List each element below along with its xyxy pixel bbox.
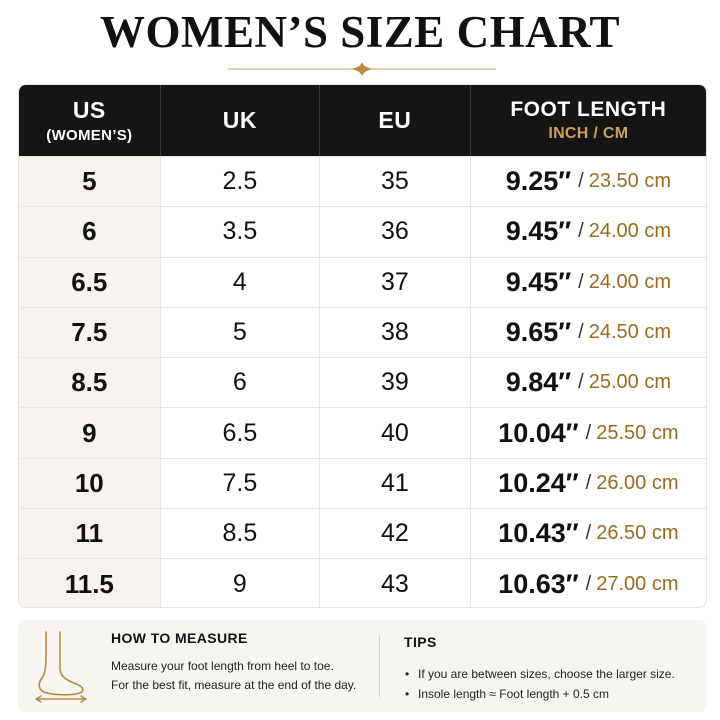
header-uk: UK [161, 85, 321, 156]
table-row: 11.5 9 43 10.63″ /27.00 cm [19, 558, 706, 607]
size-table: US (WOMEN’S) UK EU FOOT LENGTH INCH / CM… [18, 84, 707, 608]
cell-us: 8.5 [19, 358, 161, 408]
tips-list: If you are between sizes, choose the lar… [404, 664, 694, 704]
length-cm: 25.00 cm [588, 371, 671, 394]
ornament-divider-icon [228, 62, 496, 76]
length-separator: / [578, 270, 584, 293]
length-cm: 24.00 cm [588, 220, 671, 243]
cell-eu: 42 [320, 509, 471, 559]
cell-foot-length: 9.65″ /24.50 cm [471, 308, 706, 357]
cell-us: 7.5 [19, 307, 161, 358]
cell-foot-length: 9.84″ /25.00 cm [471, 358, 706, 407]
length-inch: 9.45″ [505, 216, 572, 247]
cell-us: 11 [19, 509, 161, 559]
tips-title: TIPS [404, 634, 437, 650]
cell-foot-length: 10.63″ /27.00 cm [471, 559, 706, 607]
length-separator: / [585, 421, 592, 444]
table-row: 10 7.5 41 10.24″ /26.00 cm [19, 457, 706, 509]
cell-uk: 6.5 [161, 408, 321, 458]
info-divider [379, 635, 380, 697]
cell-eu: 40 [320, 408, 471, 458]
length-inch: 10.63″ [498, 568, 579, 599]
table-row: 6 3.5 36 9.45″ /24.00 cm [19, 206, 706, 257]
length-cm: 26.00 cm [596, 471, 679, 494]
length-inch: 10.04″ [498, 417, 579, 448]
tip-item: Insole length ≈ Foot length + 0.5 cm [404, 684, 694, 704]
length-inch: 9.25″ [505, 166, 572, 197]
tips-section: TIPS If you are between sizes, choose th… [404, 634, 694, 704]
length-separator: / [578, 321, 584, 344]
length-inch: 10.43″ [498, 518, 579, 549]
length-cm: 24.00 cm [588, 270, 671, 293]
cell-us: 6 [19, 207, 161, 257]
header-foot-length: FOOT LENGTH INCH / CM [510, 98, 667, 142]
table-header: US (WOMEN’S) UK EU FOOT LENGTH INCH / CM [19, 85, 706, 156]
length-inch: 9.65″ [505, 317, 572, 348]
table-row: 11 8.5 42 10.43″ /26.50 cm [19, 508, 706, 559]
table-row: 7.5 5 38 9.65″ /24.50 cm [19, 306, 706, 358]
cell-us: 9 [19, 408, 161, 458]
cell-foot-length: 10.04″ /25.50 cm [471, 408, 706, 457]
how-to-measure-section: HOW TO MEASURE Measure your foot length … [111, 630, 376, 695]
cell-foot-length: 9.45″ /24.00 cm [471, 258, 706, 307]
length-cm: 25.50 cm [596, 421, 679, 444]
cell-uk: 3.5 [161, 207, 321, 257]
cell-eu: 39 [320, 358, 471, 408]
cell-foot-length: 10.24″ /26.00 cm [471, 459, 706, 508]
cell-us: 6.5 [19, 257, 161, 307]
foot-measure-icon [35, 631, 87, 703]
cell-eu: 38 [320, 307, 471, 358]
cell-eu: 41 [320, 458, 471, 509]
cell-eu: 43 [320, 559, 471, 607]
header-eu: EU [320, 85, 471, 156]
cell-uk: 8.5 [161, 509, 321, 559]
length-separator: / [578, 170, 584, 193]
length-cm: 24.50 cm [588, 321, 671, 344]
length-separator: / [585, 522, 592, 545]
table-row: 5 2.5 35 9.25″ /23.50 cm [19, 156, 706, 207]
length-inch: 9.45″ [505, 266, 572, 297]
cell-foot-length: 10.43″ /26.50 cm [471, 509, 706, 558]
measure-line: Measure your foot length from heel to to… [111, 659, 334, 673]
cell-uk: 5 [161, 307, 321, 358]
length-cm: 27.00 cm [596, 572, 679, 595]
header-us: US (WOMEN’S) [19, 85, 161, 156]
cell-uk: 6 [161, 358, 321, 408]
cell-eu: 37 [320, 257, 471, 307]
length-separator: / [578, 220, 584, 243]
table-body: 5 2.5 35 9.25″/23.50 cm 6 3.5 36 9.45″/24.00 cm… [19, 156, 706, 607]
length-inch: 10.24″ [498, 467, 579, 498]
page-title: WOMEN’S SIZE CHART [100, 7, 620, 57]
cell-uk: 4 [161, 257, 321, 307]
cell-eu: 36 [320, 207, 471, 257]
length-cm: 26.50 cm [596, 522, 679, 545]
cell-uk: 7.5 [161, 458, 321, 509]
length-separator: / [585, 471, 592, 494]
info-panel: HOW TO MEASURE Measure your foot length … [18, 620, 707, 712]
length-inch: 9.84″ [505, 367, 572, 398]
cell-uk: 2.5 [161, 157, 321, 207]
how-to-measure-title: HOW TO MEASURE [111, 630, 248, 646]
table-row: 9 6.5 40 10.04″ /25.50 cm [19, 407, 706, 458]
cell-us: 5 [19, 157, 161, 207]
cell-uk: 9 [161, 559, 321, 607]
length-cm: 23.50 cm [588, 170, 671, 193]
cell-us: 11.5 [19, 559, 161, 607]
cell-foot-length: 9.25″ /23.50 cm [471, 157, 706, 206]
table-row: 8.5 6 39 9.84″ /25.00 cm [19, 357, 706, 408]
length-separator: / [578, 371, 584, 394]
measure-line: For the best fit, measure at the end of … [111, 678, 357, 692]
tip-item: If you are between sizes, choose the lar… [404, 664, 694, 684]
cell-eu: 35 [320, 157, 471, 207]
length-separator: / [585, 572, 592, 595]
table-row: 6.5 4 37 9.45″ /24.00 cm [19, 256, 706, 307]
cell-foot-length: 9.45″ /24.00 cm [471, 207, 706, 256]
cell-us: 10 [19, 458, 161, 509]
